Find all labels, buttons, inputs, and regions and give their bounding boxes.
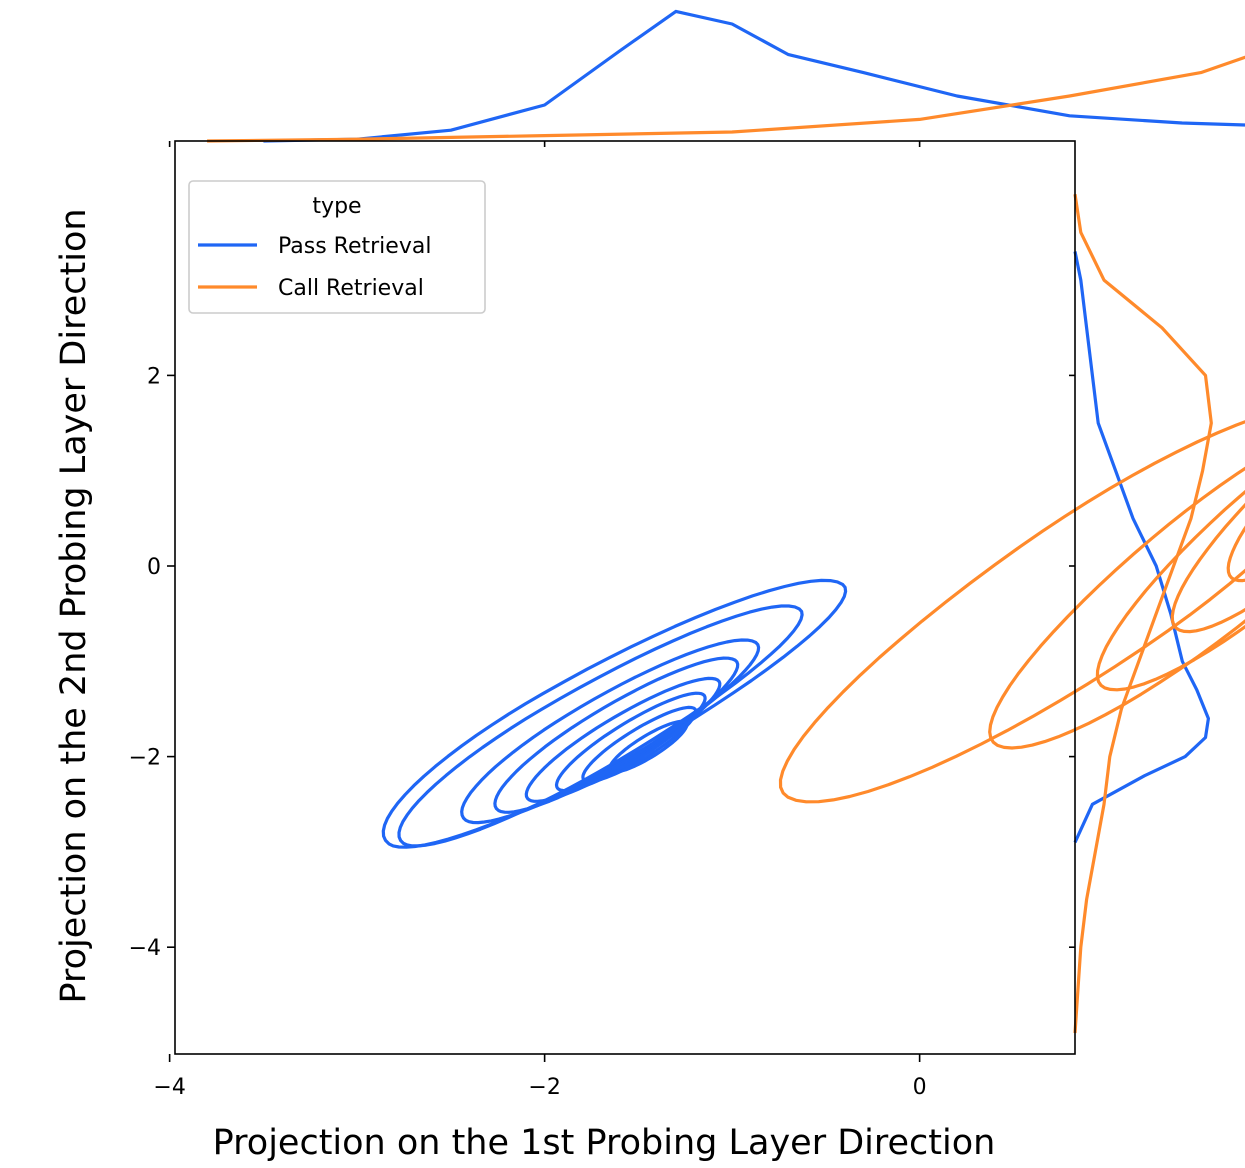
contour-call-level-3 [1170,502,1245,634]
legend-box [188,180,486,314]
contour-pass-level-3 [493,656,740,814]
contour-pass-level-0 [381,578,848,849]
x-tick-label: 0 [913,1075,927,1100]
contour-pass-level-5 [554,691,707,793]
y-tick-label: −4 [129,936,161,961]
contour-layer [381,420,1245,849]
x-axis-title: Projection on the 1st Probing Layer Dire… [213,1123,996,1163]
right-marginal-kde [1073,194,1213,1034]
top-kde-call [207,55,1245,143]
y-tick-label: 0 [147,555,161,580]
contour-pass-level-7 [607,719,689,774]
legend-label-call-retrieval: Call Retrieval [278,276,424,301]
right-kde-pass [1073,251,1210,844]
x-tick-label: −2 [528,1075,560,1100]
contour-call-level-2 [1095,489,1245,692]
plot-frame [174,140,1076,1055]
legend-title: type [312,194,361,219]
contour-call-level-4 [1226,525,1245,583]
contour-call-level-1 [988,466,1245,750]
x-tick-label: −4 [153,1075,185,1100]
x-axis-ticks: −4−2024 [153,141,927,1100]
contour-pass-level-6 [581,705,698,783]
y-axis-title: Projection on the 2nd Probing Layer Dire… [54,208,94,1003]
top-kde-pass [263,9,1245,143]
legend-label-pass-retrieval: Pass Retrieval [278,234,431,259]
y-tick-label: −2 [129,746,161,771]
top-marginal-kde [207,9,1245,143]
right-kde-call [1073,194,1213,1034]
y-tick-label: 2 [147,364,161,389]
y-axis-ticks: −4 −2 0 2 [129,364,1075,961]
legend: type Pass Retrieval Call Retrieval [188,180,486,314]
contour-call-level-0 [778,420,1245,804]
